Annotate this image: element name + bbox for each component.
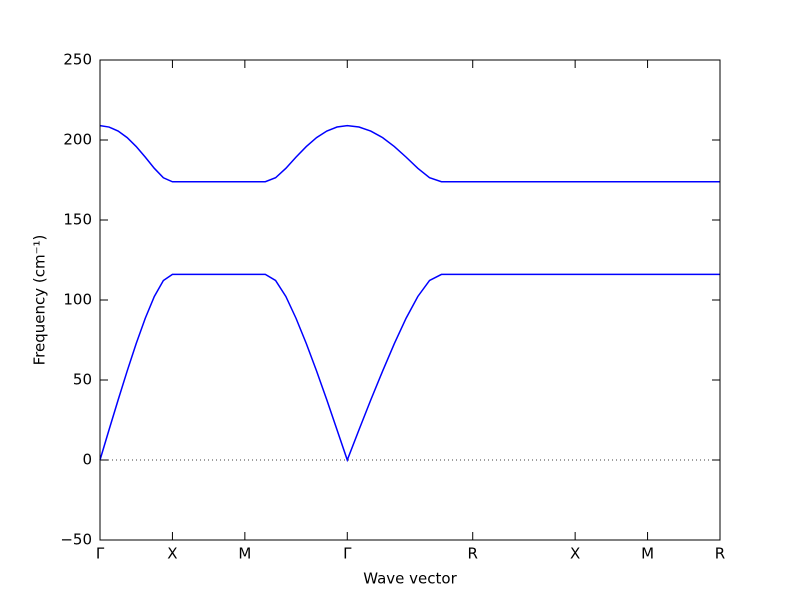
x-tick-label: R	[468, 545, 478, 563]
x-tick-label: X	[167, 545, 177, 563]
y-tick-label: 50	[73, 371, 92, 389]
x-axis-label: Wave vector	[363, 570, 457, 588]
band-line	[99, 124, 720, 183]
y-axis-label: Frequency (cm⁻¹)	[31, 235, 49, 366]
y-tick-label: 200	[63, 131, 92, 149]
x-tick-label: M	[238, 545, 251, 563]
y-tick-label: −50	[60, 531, 92, 549]
x-tick-label: X	[570, 545, 580, 563]
band-line	[99, 273, 720, 463]
x-tick-label: Γ	[343, 545, 352, 563]
y-tick-label: 100	[63, 291, 92, 309]
y-tick-label: 150	[63, 211, 92, 229]
y-tick-label: 0	[82, 451, 92, 469]
plot-frame	[99, 59, 721, 541]
x-tick-label: M	[641, 545, 654, 563]
y-tick-label: 250	[63, 51, 92, 69]
x-tick-label: Γ	[96, 545, 105, 563]
x-tick-label: R	[715, 545, 725, 563]
